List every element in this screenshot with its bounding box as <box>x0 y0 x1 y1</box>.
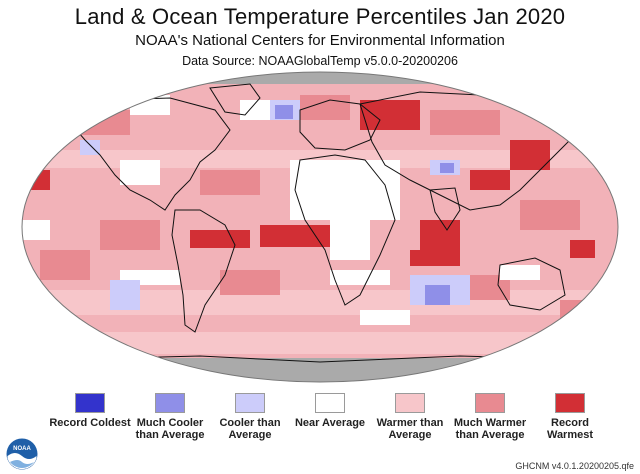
near-average-africa <box>290 160 400 220</box>
legend-label: Much Cooler than Average <box>135 417 205 441</box>
globe-outline <box>21 71 619 383</box>
map-title: Land & Ocean Temperature Percentiles Jan… <box>74 4 566 29</box>
legend-swatch <box>315 393 345 413</box>
legend-label: Near Average <box>294 417 366 429</box>
legend-label: Record Coldest <box>49 417 131 429</box>
legend-label: Record Warmest <box>546 417 594 441</box>
legend-swatch <box>235 393 265 413</box>
legend-label: Cooler than Average <box>219 417 281 441</box>
legend-item-cooler: Cooler than Average <box>207 393 293 441</box>
data-source: Data Source: NOAAGlobalTemp v5.0.0-20200… <box>182 54 458 68</box>
legend-item-much-warmer: Much Warmer than Average <box>447 393 533 441</box>
legend-item-near-average: Near Average <box>287 393 373 429</box>
record-warm-atlantic <box>260 225 330 247</box>
much-cooler-indian-ocean <box>425 285 450 305</box>
legend-label: Much Warmer than Average <box>453 417 527 441</box>
logo-text: NOAA <box>13 446 31 452</box>
legend-label: Warmer than Average <box>376 417 444 441</box>
legend-swatch <box>155 393 185 413</box>
legend-item-warmer: Warmer than Average <box>367 393 453 441</box>
legend-swatch <box>555 393 585 413</box>
footnote: GHCNM v4.0.1.20200205.qfe <box>515 461 634 471</box>
legend-item-much-cooler: Much Cooler than Average <box>127 393 213 441</box>
legend-swatch <box>395 393 425 413</box>
legend-item-record-warmest: Record Warmest <box>527 393 613 441</box>
percentile-grid <box>22 72 618 382</box>
legend-item-record-coldest: Record Coldest <box>47 393 133 429</box>
legend-swatch <box>475 393 505 413</box>
legend-swatch <box>75 393 105 413</box>
noaa-logo-icon: NOAA <box>6 438 38 470</box>
world-map <box>21 71 619 383</box>
map-subtitle: NOAA's National Centers for Environmenta… <box>135 32 505 49</box>
record-warm-europe <box>360 100 420 130</box>
